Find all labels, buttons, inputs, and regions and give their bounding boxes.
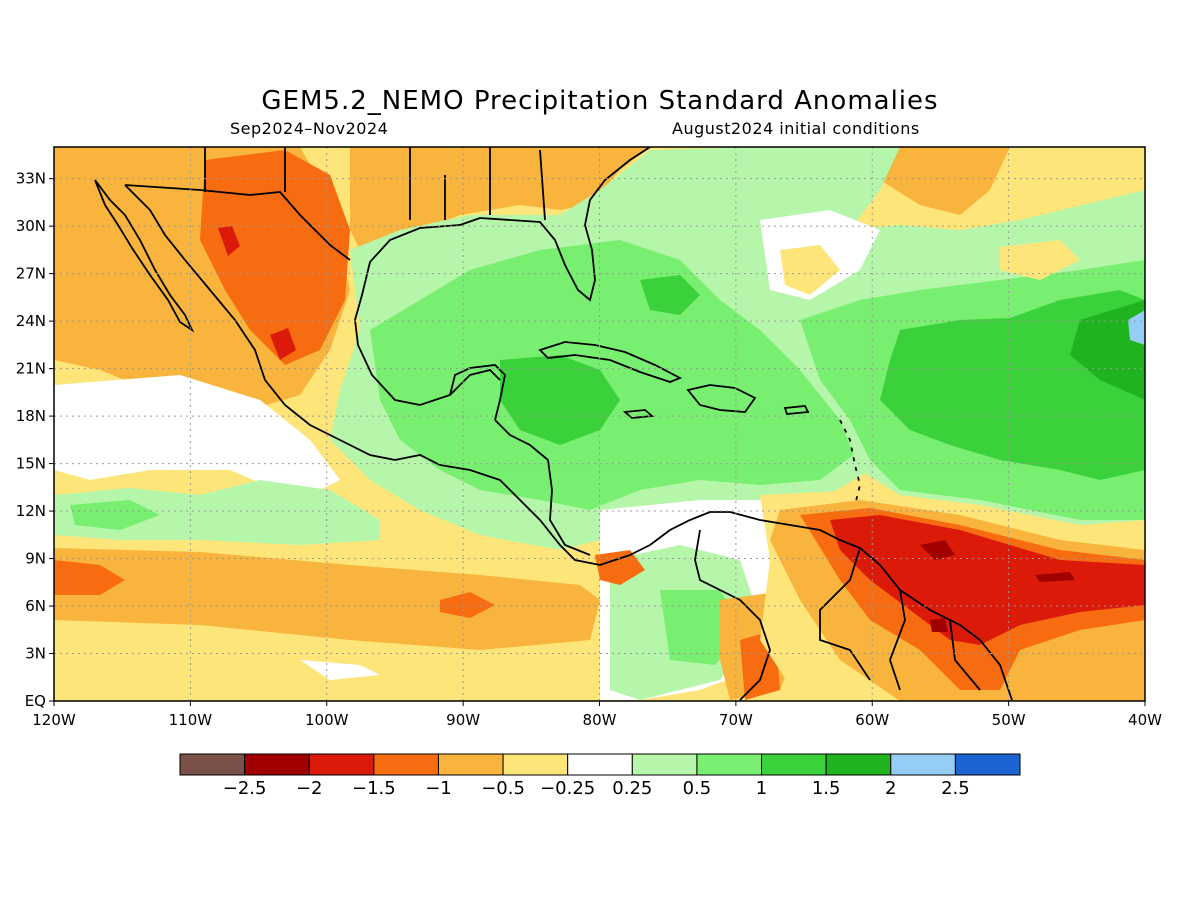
colorbar-label: 2 <box>885 778 896 799</box>
forecast-period: Sep2024–Nov2024 <box>230 119 389 138</box>
colorbar-swatch <box>567 753 633 776</box>
south-america-north-coast <box>649 511 1013 701</box>
lon-tick-label: 110W <box>169 711 213 729</box>
eastern-pacific-dry-orange <box>54 560 125 595</box>
pacific-wet-patch <box>54 480 380 545</box>
colorbar-swatch <box>437 753 504 776</box>
colorbar-label: 2.5 <box>941 778 970 799</box>
pacific-near-normal <box>54 375 340 500</box>
mexico-gulf-coast <box>354 224 501 406</box>
lat-tick-label: EQ <box>25 692 46 710</box>
eastern-pacific-dry-orange-2 <box>440 592 495 618</box>
us-mexico-border <box>124 184 351 261</box>
lat-tick-label: 24N <box>16 312 46 330</box>
colorbar-swatch <box>761 753 827 776</box>
hispaniola-coast <box>686 384 757 413</box>
lat-tick-label: 6N <box>25 597 46 615</box>
mexico-dry-core <box>218 226 240 256</box>
bahamas-wet-dark <box>640 275 700 315</box>
lat-tick-label: 27N <box>16 265 46 283</box>
yucatan-coast <box>449 364 506 421</box>
atlantic-dry-patch <box>780 245 840 295</box>
atlantic-dry-patch-2 <box>1000 240 1080 280</box>
colorbar-label: 1.5 <box>812 778 841 799</box>
cuba-coast <box>538 341 683 383</box>
guianas-dry-darkred-3 <box>930 618 948 632</box>
lon-tick-label: 90W <box>446 711 480 729</box>
lat-tick-label: 3N <box>25 645 46 663</box>
initial-conditions: August2024 initial conditions <box>672 119 920 138</box>
colorbar-label: 1 <box>756 778 767 799</box>
central-america-coast <box>439 464 651 566</box>
colorbar-label: 0.25 <box>612 778 652 799</box>
gulf-coast-dry <box>350 147 650 270</box>
lon-tick-label: 50W <box>992 711 1026 729</box>
east-atlantic-dry <box>880 147 1010 215</box>
us-gulf-coast <box>459 147 651 302</box>
colorbar-label: −2 <box>296 778 323 799</box>
colorbar-swatch <box>244 753 310 776</box>
lon-tick-label: 80W <box>583 711 617 729</box>
puerto-rico-coast <box>783 405 810 415</box>
colorbar-swatch <box>631 753 698 776</box>
guyana-suriname-border <box>889 589 906 691</box>
lat-tick-label: 21N <box>16 360 46 378</box>
guianas-dry-darkred-2 <box>1035 572 1075 582</box>
colorbar-swatch <box>502 753 569 776</box>
us-state-borders <box>204 147 546 221</box>
caribbean-wet-green <box>370 240 860 510</box>
colorbar-label: −2.5 <box>223 778 267 799</box>
colorbar-label: 0.5 <box>683 778 712 799</box>
colorbar: −2.5 −2 −1.5 −1 −0.5 −0.25 0.25 0.5 1 1.5 2 2.5 <box>179 753 1021 799</box>
suriname-guiana-border <box>949 619 981 691</box>
lat-tick-label: 18N <box>16 407 46 425</box>
colorbar-label: −0.25 <box>540 778 595 799</box>
lat-tick-label: 30N <box>16 217 46 235</box>
caribbean-wet-dark <box>500 355 620 445</box>
map-title: GEM5.2_NEMO Precipitation Standard Anoma… <box>261 86 939 116</box>
lat-tick-label: 9N <box>25 550 46 568</box>
map-gridlines <box>54 147 1145 701</box>
lon-tick-label: 40W <box>1128 711 1162 729</box>
colorbar-swatch <box>308 753 375 776</box>
mexico-dry-core-2 <box>270 328 296 360</box>
colombia-venezuela-border <box>694 529 771 701</box>
central-america-caribbean-coast <box>494 419 591 556</box>
guianas-dry-red <box>830 515 1145 645</box>
colorbar-swatch <box>696 753 763 776</box>
lon-tick-label: 100W <box>305 711 349 729</box>
lon-tick-label: 60W <box>855 711 889 729</box>
baja-california-coast <box>94 179 195 333</box>
lon-tick-label: 120W <box>32 711 76 729</box>
atlantic-wet-blue <box>1128 310 1145 345</box>
colorbar-swatch <box>890 753 956 776</box>
lat-tick-label: 15N <box>16 455 46 473</box>
anomaly-field <box>54 147 1145 701</box>
coastlines <box>94 147 1013 701</box>
lat-tick-label: 33N <box>16 170 46 188</box>
jamaica-coast <box>622 409 655 419</box>
colorbar-label: −1 <box>425 778 452 799</box>
mexico-pacific-coast <box>124 184 441 466</box>
mexico-dry-orange <box>200 150 350 365</box>
venezuela-guyana-border <box>819 547 871 681</box>
colorbar-swatch <box>373 753 439 776</box>
lat-tick-label: 12N <box>16 502 46 520</box>
colorbar-label: −1.5 <box>352 778 396 799</box>
pacific-wet-patch-2 <box>70 500 160 530</box>
guianas-dry-darkred <box>920 540 955 560</box>
colorbar-label: −0.5 <box>481 778 525 799</box>
lon-tick-label: 70W <box>719 711 753 729</box>
atlantic-wet-darker <box>1070 300 1145 400</box>
colorbar-swatch <box>179 753 246 776</box>
pacific-south-near-normal <box>300 660 380 680</box>
colorbar-swatch <box>954 753 1021 776</box>
colorbar-swatch <box>825 753 892 776</box>
